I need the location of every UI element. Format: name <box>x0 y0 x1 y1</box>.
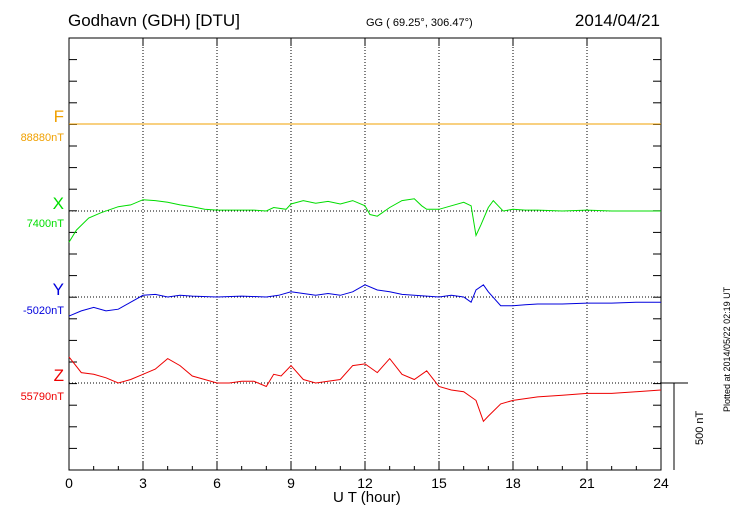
component-label-f: F <box>53 107 64 126</box>
component-label-x: X <box>52 194 64 213</box>
component-baseline-x: 7400nT <box>26 218 64 230</box>
component-label-z: Z <box>53 366 64 385</box>
x-tick-label-21: 21 <box>579 475 595 491</box>
component-label-y: Y <box>52 280 64 299</box>
component-baseline-y: -5020nT <box>23 305 64 317</box>
x-tick-labels: 0 3 6 9 12 15 18 21 24 <box>65 475 669 491</box>
plotted-timestamp: Plotted at 2014/05/22 02:19 UT <box>722 286 730 412</box>
station-title: Godhavn (GDH) [DTU] <box>68 11 240 30</box>
x-tick-label-12: 12 <box>357 475 373 491</box>
x-tick-label-3: 3 <box>139 475 147 491</box>
x-tick-label-15: 15 <box>431 475 447 491</box>
x-tick-label-6: 6 <box>213 475 221 491</box>
x-axis-label: U T (hour) <box>333 489 401 506</box>
scale-bar-label: 500 nT <box>694 410 706 445</box>
data-series <box>68 123 662 423</box>
plot-date: 2014/04/21 <box>574 11 660 30</box>
x-tick-label-24: 24 <box>653 475 669 491</box>
series-y <box>68 284 661 317</box>
x-tick-label-18: 18 <box>505 475 521 491</box>
axis-ticks <box>68 38 662 470</box>
component-baseline-f: 88880nT <box>20 132 64 144</box>
x-tick-label-0: 0 <box>65 475 73 491</box>
series-z <box>68 356 662 423</box>
x-tick-label-9: 9 <box>287 475 295 491</box>
station-coordinates: GG ( 69.25°, 306.47°) <box>366 17 473 29</box>
series-x <box>68 198 661 243</box>
scale-bar <box>661 382 688 470</box>
vertical-grid <box>142 38 588 470</box>
component-baseline-z: 55790nT <box>20 391 64 403</box>
